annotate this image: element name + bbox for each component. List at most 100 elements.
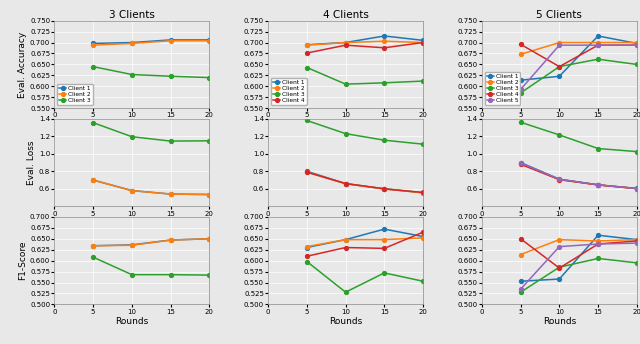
Line: Client 3: Client 3	[518, 120, 639, 153]
Client 2	[205, 237, 213, 241]
Client 2	[303, 245, 310, 249]
Client 3	[556, 65, 563, 69]
Client 5	[594, 183, 602, 187]
X-axis label: Rounds: Rounds	[543, 318, 576, 326]
Line: Client 2: Client 2	[91, 237, 211, 248]
Client 1	[594, 233, 602, 237]
Line: Client 2: Client 2	[518, 161, 639, 191]
Client 1	[303, 43, 310, 47]
Client 1	[594, 34, 602, 38]
Client 2	[342, 182, 349, 186]
Client 3	[342, 290, 349, 294]
Client 3	[167, 272, 175, 277]
Client 3	[556, 133, 563, 137]
Client 5	[516, 287, 524, 291]
Client 3	[516, 91, 524, 95]
Client 5	[516, 161, 524, 165]
Client 1	[205, 192, 213, 196]
Line: Client 5: Client 5	[518, 43, 639, 92]
Line: Client 3: Client 3	[305, 260, 425, 294]
Client 2	[128, 189, 136, 193]
Client 1	[556, 74, 563, 78]
Client 3	[128, 73, 136, 77]
Line: Client 3: Client 3	[91, 121, 211, 143]
Line: Client 4: Client 4	[305, 230, 425, 258]
Client 3	[633, 150, 640, 154]
Line: Client 3: Client 3	[91, 255, 211, 277]
Client 3	[90, 65, 97, 69]
Line: Client 2: Client 2	[305, 39, 425, 47]
Client 4	[594, 242, 602, 246]
Client 1	[342, 238, 349, 242]
Client 2	[633, 41, 640, 45]
Client 2	[516, 252, 524, 257]
Client 3	[516, 290, 524, 294]
Client 1	[381, 227, 388, 231]
Client 2	[205, 39, 213, 43]
Client 3	[594, 57, 602, 61]
Client 1	[633, 238, 640, 242]
Client 2	[381, 187, 388, 191]
Client 1	[167, 192, 175, 196]
Client 1	[303, 245, 310, 249]
Client 2	[556, 178, 563, 182]
Client 1	[90, 41, 97, 45]
Client 4	[594, 183, 602, 187]
Client 3	[594, 147, 602, 151]
Client 2	[167, 39, 175, 43]
Client 5	[633, 241, 640, 245]
Line: Client 3: Client 3	[518, 257, 639, 294]
Client 4	[516, 237, 524, 241]
Line: Client 4: Client 4	[518, 162, 639, 191]
Client 2	[381, 39, 388, 43]
Client 4	[556, 266, 563, 270]
Client 4	[516, 162, 524, 166]
Client 2	[303, 170, 310, 174]
Client 4	[556, 65, 563, 69]
Client 4	[381, 187, 388, 191]
Client 4	[303, 170, 310, 174]
Client 2	[128, 41, 136, 45]
Client 5	[594, 242, 602, 246]
Client 2	[633, 238, 640, 242]
Client 1	[205, 38, 213, 42]
Client 2	[516, 161, 524, 165]
Client 2	[205, 192, 213, 196]
Client 3	[594, 256, 602, 260]
Client 3	[419, 79, 427, 83]
Line: Client 1: Client 1	[91, 237, 211, 248]
Client 2	[167, 192, 175, 196]
X-axis label: Rounds: Rounds	[115, 318, 148, 326]
Legend: Client 1, Client 2, Client 3: Client 1, Client 2, Client 3	[58, 84, 93, 105]
Client 2	[633, 186, 640, 191]
Client 1	[556, 277, 563, 281]
Client 2	[594, 41, 602, 45]
Client 4	[381, 246, 388, 250]
Line: Client 4: Client 4	[518, 42, 639, 68]
Client 5	[516, 87, 524, 92]
Y-axis label: F1-Score: F1-Score	[18, 241, 28, 280]
Line: Client 1: Client 1	[518, 161, 639, 190]
Line: Client 3: Client 3	[91, 65, 211, 79]
Line: Client 2: Client 2	[518, 41, 639, 56]
Line: Client 1: Client 1	[305, 34, 425, 47]
X-axis label: Rounds: Rounds	[329, 318, 362, 326]
Client 2	[90, 43, 97, 47]
Client 4	[419, 191, 427, 195]
Client 2	[556, 238, 563, 242]
Client 1	[128, 41, 136, 45]
Client 2	[303, 43, 310, 47]
Line: Client 5: Client 5	[518, 241, 639, 291]
Client 1	[342, 182, 349, 186]
Client 3	[419, 279, 427, 283]
Client 3	[556, 265, 563, 269]
Client 1	[303, 169, 310, 173]
Line: Client 2: Client 2	[305, 170, 425, 195]
Client 4	[419, 230, 427, 234]
Client 2	[556, 41, 563, 45]
Client 1	[419, 235, 427, 239]
Client 3	[633, 261, 640, 265]
Client 3	[128, 272, 136, 277]
Line: Client 4: Client 4	[518, 237, 639, 270]
Client 5	[556, 245, 563, 249]
